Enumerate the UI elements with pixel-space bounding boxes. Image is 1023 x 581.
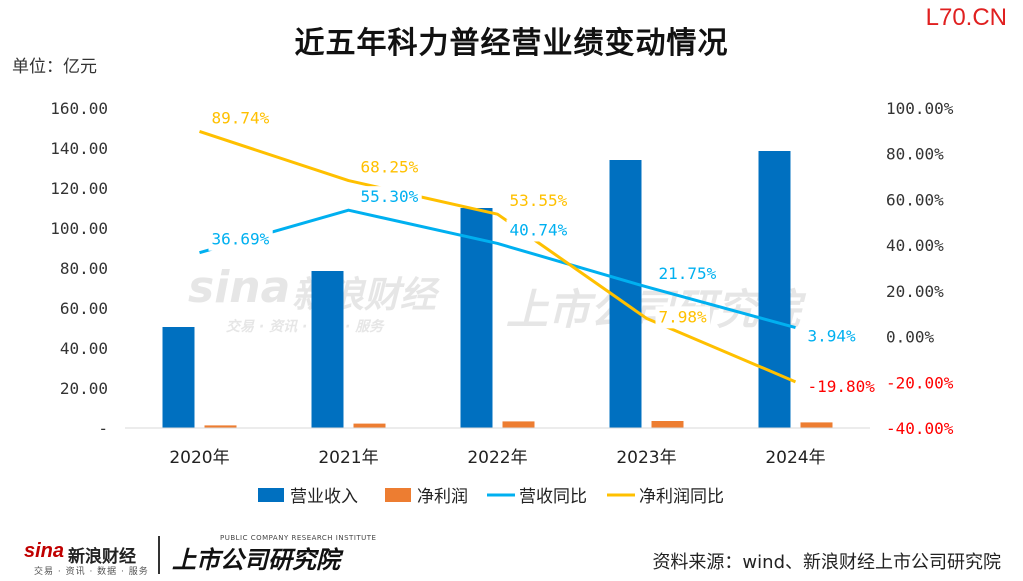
profit-yoy-label: 68.25% [361, 158, 419, 177]
revenue-yoy-label: 21.75% [659, 264, 717, 283]
data-labels: 36.69% 55.30% 40.74% 21.75% 3.94% 89.74% 68.25… [208, 107, 879, 398]
revenue-yoy-label-box [506, 219, 571, 242]
footer: sina 新浪财经 交易 · 资讯 · 数据 · 服务 PUBLIC COMPA… [0, 532, 1023, 581]
right-tick-label: 80.00% [886, 145, 944, 164]
profit-bar [651, 421, 684, 428]
left-axis: 160.00 140.00 120.00 100.00 80.00 60.00 40.00 2… [50, 99, 108, 438]
profit-yoy-label-box [655, 306, 710, 329]
legend-swatch [258, 488, 284, 502]
sina-logo-text: 新浪财经 [68, 547, 136, 567]
x-axis: 2020年 2021年 2022年 2023年 2024年 [125, 427, 870, 468]
revenue-bar [758, 151, 791, 428]
legend: 营业收入 净利润 营收同比 净利润同比 [258, 487, 724, 507]
revenue-yoy-label: 55.30% [361, 187, 419, 206]
revenue-yoy-label-box [655, 262, 720, 285]
profit-bar [502, 421, 535, 428]
revenue-yoy-label-box [208, 228, 273, 251]
profit-yoy-label: 53.55% [510, 191, 568, 210]
profit-bar [353, 423, 386, 428]
x-tick-label: 2022年 [467, 448, 527, 468]
revenue-yoy-label-box [357, 186, 422, 209]
legend-label: 营收同比 [519, 487, 587, 507]
left-tick-label: 20.00 [60, 379, 108, 398]
profit-yoy-label-box [804, 375, 879, 398]
left-tick-label: 80.00 [60, 259, 108, 278]
x-tick-label: 2021年 [318, 448, 378, 468]
profit-bar [800, 422, 833, 428]
revenue-bar [609, 160, 642, 428]
profit-yoy-label: 7.98% [659, 307, 708, 326]
right-tick-label: 0.00% [886, 328, 935, 347]
revenue-bar [460, 208, 493, 428]
left-tick-label: 60.00 [60, 299, 108, 318]
chart-title: 近五年科力普经营业绩变动情况 [294, 26, 729, 61]
left-tick-label: 160.00 [50, 99, 108, 118]
research-logo-en: PUBLIC COMPANY RESEARCH INSTITUTE [220, 534, 377, 542]
right-tick-label: 60.00% [886, 190, 944, 209]
right-axis: 100.00% 80.00% 60.00% 40.00% 20.00% 0.00% -20.… [886, 99, 954, 438]
legend-label: 营业收入 [290, 487, 358, 507]
profit-bar [204, 425, 237, 428]
right-tick-label: -20.00% [886, 373, 954, 392]
revenue-yoy-label-box [804, 325, 859, 348]
footer-divider [158, 536, 160, 574]
sina-logo-tagline: 交易 · 资讯 · 数据 · 服务 [34, 567, 149, 577]
right-tick-label: 100.00% [886, 99, 954, 118]
legend-label: 净利润同比 [639, 487, 724, 507]
bar-series [162, 151, 833, 428]
data-source: 资料来源：wind、新浪财经上市公司研究院 [652, 552, 1001, 573]
profit-yoy-label: 89.74% [212, 108, 270, 127]
left-tick-label: 120.00 [50, 179, 108, 198]
left-tick-label: 100.00 [50, 219, 108, 238]
left-tick-label: 40.00 [60, 339, 108, 358]
research-logo: 上市公司研究院 [172, 546, 340, 574]
profit-yoy-label-box [506, 190, 571, 213]
right-tick-label: 40.00% [886, 236, 944, 255]
legend-label: 净利润 [417, 487, 468, 507]
revenue-yoy-line [199, 208, 796, 330]
profit-yoy-label: -19.80% [808, 377, 876, 396]
revenue-yoy-label: 3.94% [808, 327, 857, 346]
left-tick-label: - [98, 419, 108, 438]
unit-label: 单位：亿元 [12, 57, 97, 77]
x-tick-label: 2023年 [616, 448, 676, 468]
legend-swatch [385, 488, 411, 502]
profit-yoy-label-box [208, 107, 273, 130]
line-series [199, 130, 797, 384]
revenue-bar [311, 271, 344, 428]
right-tick-label: -40.00% [886, 419, 954, 438]
revenue-bar [162, 327, 195, 428]
right-tick-label: 20.00% [886, 282, 944, 301]
x-tick-label: 2020年 [169, 448, 229, 468]
left-tick-label: 140.00 [50, 139, 108, 158]
x-tick-label: 2024年 [765, 448, 825, 468]
profit-yoy-line [199, 130, 797, 384]
profit-yoy-label-box [357, 156, 422, 179]
revenue-yoy-label: 40.74% [510, 220, 568, 239]
sina-logo: sina [24, 540, 65, 562]
brand-mark: L70.CN [925, 4, 1007, 31]
revenue-yoy-label: 36.69% [212, 230, 270, 249]
